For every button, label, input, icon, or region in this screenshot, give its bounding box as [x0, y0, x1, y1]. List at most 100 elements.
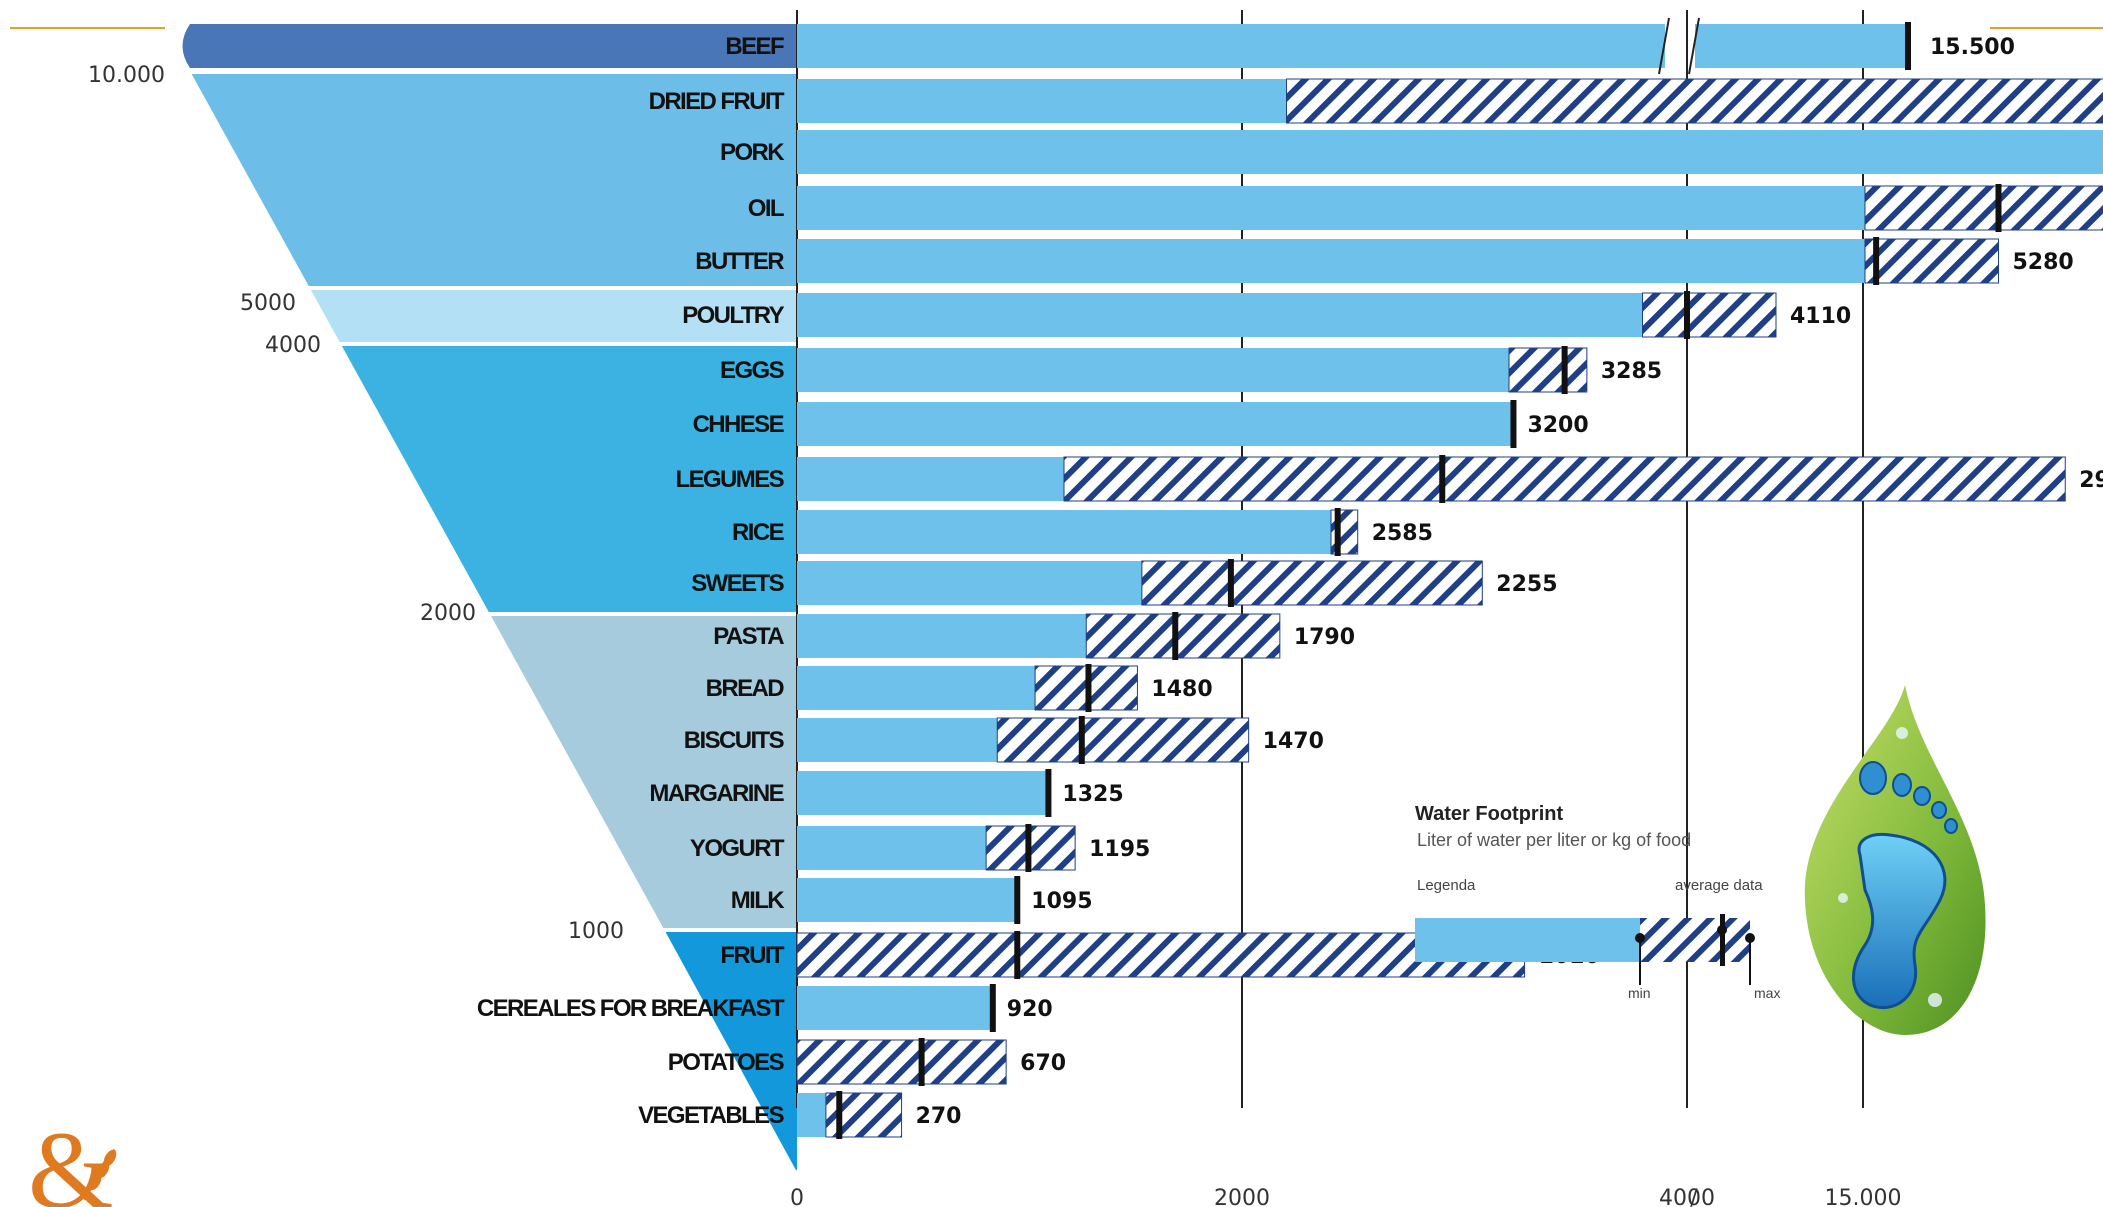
bar [797, 826, 987, 870]
legend-min-dot [1635, 933, 1645, 943]
value-label: 1470 [1263, 729, 1324, 754]
category-label: BREAD [706, 675, 785, 702]
average-marker [1905, 22, 1911, 70]
legend-label: Legenda [1417, 877, 1476, 894]
x-tick-label: 2000 [1214, 1186, 1270, 1207]
value-label: 2935 [2079, 468, 2103, 493]
funnel-band-label: 4000 [265, 333, 321, 358]
average-marker [1439, 455, 1446, 503]
value-label: 1325 [1062, 782, 1123, 807]
bar [797, 878, 1018, 922]
funnel-band-label: 2000 [420, 601, 476, 626]
average-marker [1561, 346, 1568, 394]
value-label: 1790 [1294, 625, 1355, 650]
bar-group: 1790 [797, 612, 1355, 660]
category-label: BUTTER [695, 248, 784, 275]
bar [797, 293, 1643, 337]
bar [797, 24, 1665, 68]
bar-group: 15.500 [797, 17, 2015, 75]
average-marker [1014, 876, 1021, 924]
range-hatch [1508, 347, 1588, 393]
bar-group: 920 [797, 984, 1053, 1032]
funnel-band-beef [182, 24, 797, 68]
range-hatch [796, 932, 1526, 978]
category-label: LEGUMES [676, 466, 785, 493]
funnel-band-label: 5000 [240, 291, 296, 316]
funnel-band [191, 74, 797, 286]
bar-group: 2935 [797, 455, 2103, 503]
average-marker [1085, 664, 1092, 712]
average-marker [918, 1038, 925, 1086]
category-label: DRIED FRUIT [649, 88, 785, 115]
funnel-band-label: 1000 [568, 919, 624, 944]
axis-break-mark [1658, 17, 1670, 75]
bar-group: 670 [796, 1038, 1066, 1086]
x-tick-label: 0 [790, 1186, 804, 1207]
x-axis: 0200040006000800015.000/ [790, 1186, 1902, 1207]
legend-min-label: min [1628, 985, 1651, 1001]
bar-group: 4110 [797, 291, 1851, 339]
bar [797, 986, 993, 1030]
bar [797, 510, 1331, 554]
bar-group: 1195 [797, 824, 1150, 872]
legend-title: Water Footprint [1415, 803, 1563, 825]
bar-group: 5555 [797, 184, 2103, 232]
category-label: POTATOES [668, 1049, 785, 1076]
bar [797, 666, 1036, 710]
category-label: SWEETS [691, 570, 784, 597]
value-label: 3200 [1527, 413, 1588, 438]
value-label: 2255 [1496, 572, 1557, 597]
value-label: 1195 [1089, 837, 1150, 862]
category-label: CEREALES FOR BREAKFAST [477, 995, 785, 1022]
average-marker [1227, 559, 1234, 607]
average-marker [1172, 612, 1179, 660]
value-label: 2585 [1372, 521, 1433, 546]
value-label: 1480 [1151, 677, 1212, 702]
funnel-band [491, 616, 797, 928]
range-hatch [1063, 456, 2066, 502]
ampersand-wheat-logo: & [28, 1109, 117, 1207]
category-label: RICE [732, 519, 785, 546]
funnel-band [341, 346, 797, 612]
average-marker [1045, 769, 1052, 817]
range-hatch [796, 1039, 1007, 1085]
bar [797, 186, 1865, 230]
average-marker [1014, 931, 1021, 979]
legend-max-dot [1745, 933, 1755, 943]
average-marker [1873, 237, 1880, 285]
average-marker [1995, 184, 2002, 232]
bar [797, 130, 2103, 174]
category-labels: BEEF DRIED FRUIT PORK OIL BUTTER POULTRY EGGS C… [477, 33, 787, 1129]
bar-group: 3200 [797, 400, 1589, 448]
legend-average-label: average data [1675, 877, 1763, 894]
x-tick-label: 4000 [1659, 1186, 1715, 1207]
range-hatch [1864, 238, 1999, 284]
funnel-band [310, 290, 797, 342]
range-hatch [1642, 292, 1777, 338]
legend-avg-marker [1720, 914, 1725, 966]
average-marker [1684, 291, 1690, 339]
bar-group: 5280 [797, 237, 2074, 285]
axis-break-label: / [1690, 1186, 1698, 1207]
legend-bar [1415, 918, 1640, 962]
value-label: 3285 [1601, 359, 1662, 384]
funnel: 10.000 5000 4000 2000 1000 [88, 24, 797, 1170]
bar [797, 1093, 826, 1137]
average-marker [836, 1091, 843, 1139]
bar-group: 6250 [797, 78, 2103, 124]
bar-group: 5990 [797, 130, 2103, 174]
value-label: 1095 [1031, 889, 1092, 914]
bar-group: 1095 [797, 876, 1093, 924]
bar-group: 270 [797, 1091, 962, 1139]
range-hatch [1085, 613, 1281, 659]
range-hatch [1141, 560, 1483, 606]
category-label: PORK [720, 139, 785, 166]
bar [797, 457, 1064, 501]
bar-group: 1480 [797, 664, 1213, 712]
x-tick-label: 15.000 [1825, 1186, 1902, 1207]
svg-text:&: & [28, 1109, 114, 1207]
category-label: OIL [748, 195, 784, 222]
bar-group: 2585 [797, 508, 1433, 556]
bar [1695, 24, 1908, 68]
bar [797, 348, 1509, 392]
